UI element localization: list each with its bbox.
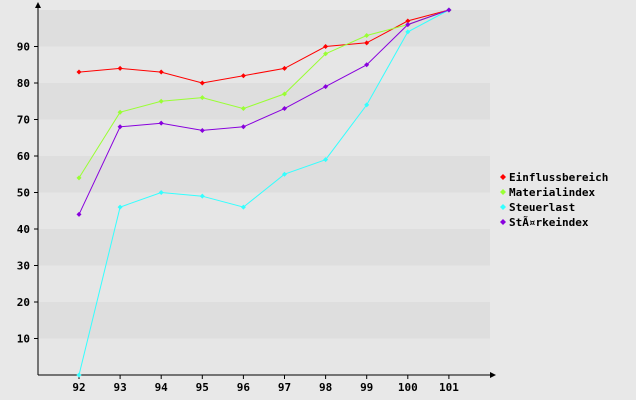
- data-point: [76, 175, 82, 181]
- y-tick-label: 60: [17, 150, 30, 163]
- data-point: [117, 65, 123, 71]
- y-tick-label: 70: [17, 114, 30, 127]
- data-point: [158, 98, 164, 104]
- grid-band: [38, 229, 490, 266]
- x-tick-label: 92: [72, 381, 85, 394]
- x-tick-label: 99: [360, 381, 373, 394]
- series-group: [76, 7, 452, 378]
- legend-label: StÃ¤rkeindex: [509, 216, 589, 229]
- data-point: [117, 204, 123, 210]
- legend-item: Einflussbereich: [500, 171, 608, 184]
- data-point: [240, 106, 246, 112]
- grid-band: [38, 265, 490, 302]
- data-point: [158, 120, 164, 126]
- data-point: [323, 51, 329, 57]
- data-point: [364, 33, 370, 39]
- x-tick-label: 94: [155, 381, 169, 394]
- data-point: [446, 7, 452, 13]
- grid-band: [38, 192, 490, 229]
- legend: Einflussbereich Materialindex Steuerlast St…: [500, 171, 608, 229]
- x-tick-label: 101: [439, 381, 459, 394]
- x-tick-label: 96: [237, 381, 251, 394]
- data-point: [199, 80, 205, 86]
- data-point: [323, 84, 329, 90]
- data-point: [323, 157, 329, 163]
- series: [76, 7, 452, 217]
- y-axis-arrow: [35, 2, 41, 8]
- data-point: [364, 40, 370, 46]
- y-tick-label: 10: [17, 333, 30, 346]
- legend-item: Materialindex: [500, 186, 595, 199]
- x-tick-label: 97: [278, 381, 291, 394]
- legend-label: Materialindex: [509, 186, 595, 199]
- legend-item: Steuerlast: [500, 201, 575, 214]
- legend-marker: [500, 174, 506, 180]
- y-tick-label: 30: [17, 260, 30, 273]
- legend-label: Steuerlast: [509, 201, 575, 214]
- data-point: [240, 73, 246, 79]
- x-tick-label: 93: [113, 381, 126, 394]
- data-point: [364, 102, 370, 108]
- x-axis-ticks: 92 93 94 95 96 97 98 99 100 101: [72, 375, 459, 394]
- data-point: [282, 171, 287, 177]
- x-tick-label: 95: [196, 381, 209, 394]
- data-point: [240, 204, 246, 210]
- y-tick-label: 90: [17, 41, 30, 54]
- data-point: [158, 69, 164, 75]
- data-point: [199, 193, 205, 199]
- grid-band: [38, 10, 490, 47]
- data-point: [282, 106, 287, 112]
- series-line: [78, 9, 450, 84]
- x-tick-label: 98: [319, 381, 332, 394]
- x-axis-arrow: [490, 372, 496, 378]
- series-line: [78, 9, 450, 376]
- grid-band: [38, 119, 490, 156]
- legend-item: StÃ¤rkeindex: [500, 216, 589, 229]
- data-point: [199, 95, 205, 101]
- grid-band: [38, 302, 490, 339]
- y-axis-ticks: 10 20 30 40 50 60 70 80 90: [17, 41, 38, 346]
- series: [76, 7, 452, 86]
- data-point: [158, 190, 164, 195]
- data-point: [199, 127, 205, 133]
- grid-band: [38, 46, 490, 83]
- data-point: [323, 44, 329, 49]
- data-point: [117, 124, 123, 130]
- data-point: [405, 29, 411, 35]
- y-tick-label: 40: [17, 223, 30, 236]
- data-point: [405, 18, 411, 24]
- y-tick-label: 50: [17, 187, 30, 200]
- grid-band: [38, 338, 490, 375]
- data-point: [364, 62, 370, 68]
- grid-band: [38, 156, 490, 193]
- x-tick-label: 100: [398, 381, 418, 394]
- y-tick-label: 20: [17, 296, 30, 309]
- data-point: [282, 91, 287, 97]
- data-point: [117, 109, 123, 115]
- data-point: [76, 211, 82, 217]
- data-point: [240, 124, 246, 130]
- series-line: [78, 9, 450, 215]
- legend-marker: [500, 219, 506, 225]
- axes: [35, 2, 496, 378]
- legend-marker: [500, 204, 506, 210]
- y-tick-label: 80: [17, 77, 30, 90]
- data-point: [282, 65, 287, 71]
- grid-bands: [38, 10, 490, 375]
- data-point: [76, 69, 82, 75]
- data-point: [76, 372, 82, 378]
- data-point: [405, 22, 411, 28]
- series-line: [78, 9, 450, 179]
- legend-marker: [500, 189, 506, 195]
- legend-label: Einflussbereich: [509, 171, 608, 184]
